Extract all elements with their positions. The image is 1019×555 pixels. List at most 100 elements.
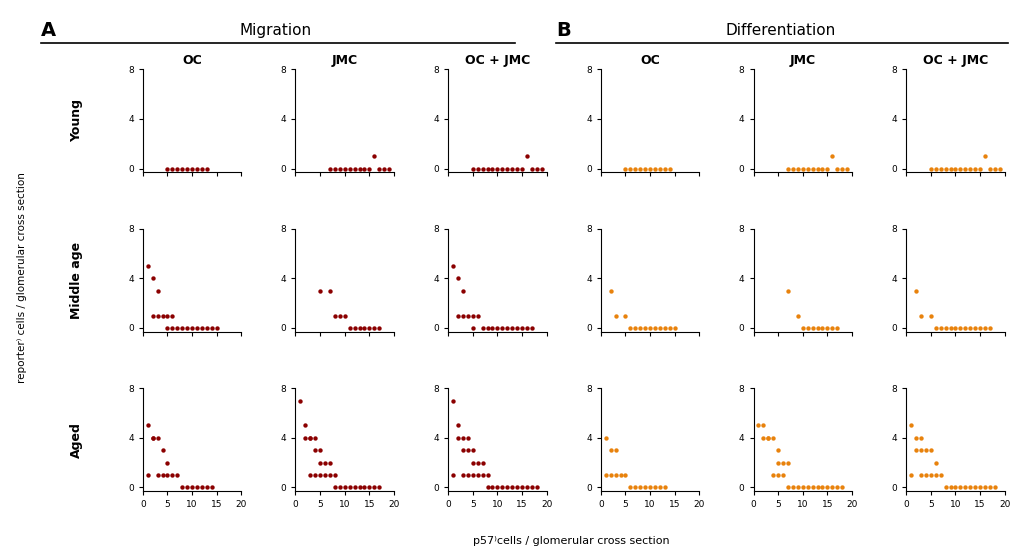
Point: [907, 433, 923, 442]
Text: Middle age: Middle age: [70, 242, 83, 319]
Point: [971, 164, 987, 173]
Point: [498, 324, 515, 332]
Point: [641, 483, 657, 492]
Point: [922, 164, 938, 173]
Point: [140, 471, 156, 480]
Point: [366, 483, 382, 492]
Point: [828, 164, 845, 173]
Point: [632, 483, 648, 492]
Point: [818, 483, 835, 492]
Text: Aged: Aged: [70, 422, 83, 458]
Point: [346, 164, 363, 173]
Point: [646, 324, 662, 332]
Point: [376, 164, 392, 173]
Point: [514, 164, 530, 173]
Point: [189, 164, 205, 173]
Text: A: A: [41, 21, 56, 40]
Point: [169, 164, 185, 173]
Point: [449, 274, 466, 283]
Point: [474, 324, 490, 332]
Point: [479, 324, 495, 332]
Point: [465, 458, 481, 467]
Point: [622, 483, 638, 492]
Point: [622, 324, 638, 332]
Point: [759, 433, 775, 442]
Point: [926, 164, 943, 173]
Point: [907, 286, 923, 295]
Point: [952, 324, 968, 332]
Title: OC: OC: [182, 54, 202, 67]
Text: Differentiation: Differentiation: [725, 23, 835, 38]
Point: [189, 324, 205, 332]
Text: Young: Young: [70, 99, 83, 142]
Point: [607, 471, 624, 480]
Point: [474, 471, 490, 480]
Point: [484, 483, 500, 492]
Point: [174, 483, 191, 492]
Point: [656, 483, 673, 492]
Point: [641, 324, 657, 332]
Point: [902, 471, 918, 480]
Point: [159, 311, 175, 320]
Point: [302, 471, 318, 480]
Point: [199, 164, 215, 173]
Point: [622, 164, 638, 173]
Point: [804, 164, 820, 173]
Point: [976, 152, 993, 160]
Point: [326, 471, 342, 480]
Point: [651, 324, 667, 332]
Point: [912, 433, 928, 442]
Point: [199, 483, 215, 492]
Point: [942, 164, 958, 173]
Point: [632, 164, 648, 173]
Point: [784, 164, 800, 173]
Point: [823, 152, 840, 160]
Point: [519, 152, 535, 160]
Point: [331, 164, 347, 173]
Point: [661, 164, 678, 173]
Point: [828, 324, 845, 332]
Point: [627, 164, 643, 173]
Point: [498, 483, 515, 492]
Point: [780, 458, 796, 467]
Point: [665, 324, 682, 332]
Point: [479, 483, 495, 492]
Title: OC: OC: [640, 54, 659, 67]
Point: [307, 446, 323, 455]
Point: [371, 483, 387, 492]
Point: [454, 446, 471, 455]
Point: [341, 324, 358, 332]
Point: [799, 483, 815, 492]
Text: p57⁾cells / glomerular cross section: p57⁾cells / glomerular cross section: [473, 536, 668, 546]
Point: [154, 311, 170, 320]
Point: [616, 164, 633, 173]
Point: [331, 311, 347, 320]
Point: [326, 164, 342, 173]
Point: [981, 324, 998, 332]
Point: [465, 164, 481, 173]
Point: [361, 324, 377, 332]
Point: [627, 324, 643, 332]
Point: [208, 324, 224, 332]
Point: [818, 324, 835, 332]
Point: [936, 483, 953, 492]
Point: [602, 286, 619, 295]
Point: [813, 324, 829, 332]
Point: [356, 324, 372, 332]
Point: [926, 458, 943, 467]
Point: [789, 483, 805, 492]
Point: [159, 471, 175, 480]
Point: [351, 324, 367, 332]
Point: [183, 324, 200, 332]
Point: [326, 483, 342, 492]
Point: [956, 324, 972, 332]
Point: [302, 433, 318, 442]
Point: [465, 471, 481, 480]
Point: [813, 483, 829, 492]
Text: B: B: [555, 21, 570, 40]
Point: [366, 324, 382, 332]
Title: JMC: JMC: [331, 54, 358, 67]
Point: [616, 311, 633, 320]
Point: [140, 421, 156, 430]
Point: [297, 421, 313, 430]
